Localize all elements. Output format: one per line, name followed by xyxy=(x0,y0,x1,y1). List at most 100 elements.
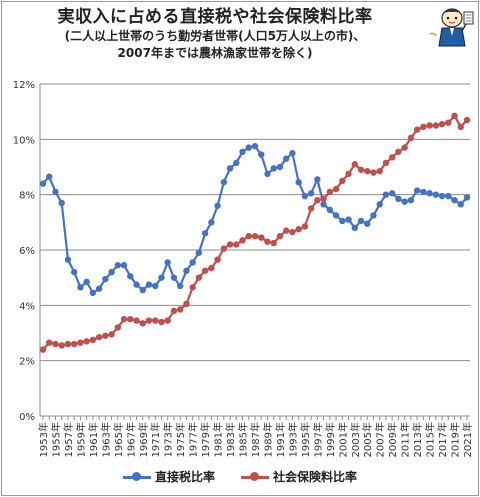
series-1-point xyxy=(370,169,377,176)
series-0-point xyxy=(152,282,159,290)
series-0-point xyxy=(226,165,234,172)
series-0-point xyxy=(239,148,246,155)
series-0-point xyxy=(388,190,396,197)
y-tick-label: 4% xyxy=(19,301,35,312)
series-0-point xyxy=(176,282,184,290)
series-line-0 xyxy=(42,145,468,294)
series-0-point xyxy=(83,278,90,286)
y-tick-label: 12% xyxy=(13,80,35,91)
series-1-point xyxy=(64,340,72,348)
x-tick-label: 1953年 xyxy=(37,422,50,457)
series-1-point xyxy=(258,234,265,241)
series-1-point xyxy=(208,264,215,272)
series-0-point xyxy=(189,259,196,266)
series-0-point xyxy=(351,224,358,232)
series-0-point xyxy=(77,284,84,291)
series-1-point xyxy=(332,185,340,193)
series-1-point xyxy=(39,346,47,353)
series-0-point xyxy=(401,198,408,205)
x-tick-label: 1995年 xyxy=(299,422,312,457)
series-1-point xyxy=(133,317,140,324)
x-tick-label: 1977年 xyxy=(187,422,200,457)
legend-label-direct-tax: 直接税比率 xyxy=(154,470,215,484)
series-1-point xyxy=(401,144,408,151)
series-1-point xyxy=(276,232,284,240)
series-1-point xyxy=(264,238,271,245)
series-0-point xyxy=(164,259,171,266)
x-tick-label: 1987年 xyxy=(249,422,262,457)
series-1-point xyxy=(58,342,65,349)
chart-legend: 直接税比率 社会保険料比率 xyxy=(0,468,480,485)
series-1-point xyxy=(77,339,84,346)
series-0-point xyxy=(364,220,371,227)
series-1-point xyxy=(339,177,346,185)
series-1-point xyxy=(120,315,128,323)
x-tick-label: 2009年 xyxy=(386,422,399,457)
series-1-point xyxy=(413,126,421,133)
series-1-point xyxy=(445,119,452,126)
chart-title: 実収入に占める直接税や社会保険料比率 xyxy=(57,7,373,27)
x-tick-label: 1969年 xyxy=(137,422,150,457)
series-0-point xyxy=(46,173,53,180)
series-0-point xyxy=(345,216,352,223)
series-0-point xyxy=(326,206,334,214)
x-tick-label: 1979年 xyxy=(199,422,212,457)
series-0-point xyxy=(245,144,252,151)
series-0-point xyxy=(127,273,134,280)
series-1-point xyxy=(52,340,59,348)
x-tick-label: 1957年 xyxy=(62,422,75,457)
legend-swatch-social-insurance xyxy=(241,471,269,482)
series-1-point xyxy=(326,188,334,196)
x-tick-label: 2005年 xyxy=(361,422,374,457)
series-0-point xyxy=(395,195,402,203)
series-1-point xyxy=(364,167,371,175)
series-0-point xyxy=(282,155,290,162)
series-0-point xyxy=(320,201,327,208)
x-tick-label: 2011年 xyxy=(399,422,412,457)
x-tick-label: 1959年 xyxy=(74,422,87,457)
x-tick-label: 1971年 xyxy=(149,422,162,457)
series-1-point xyxy=(420,123,427,131)
legend-item-direct-tax: 直接税比率 xyxy=(122,468,215,485)
y-tick-label: 0% xyxy=(19,412,35,423)
series-0-point xyxy=(457,201,464,208)
legend-label-social-insurance: 社会保険料比率 xyxy=(273,470,358,484)
series-1-point xyxy=(152,317,159,324)
series-0-point xyxy=(413,187,421,194)
series-1-point xyxy=(314,197,321,204)
series-1-point xyxy=(46,339,53,346)
x-tick-label: 1985年 xyxy=(237,422,250,457)
x-tick-label: 2003年 xyxy=(349,422,362,457)
series-1-point xyxy=(438,120,446,128)
series-0-point xyxy=(58,199,65,207)
series-0-point xyxy=(276,163,284,171)
series-1-point xyxy=(220,245,228,252)
series-1-point xyxy=(457,123,464,131)
series-1-point xyxy=(83,338,90,345)
x-tick-label: 2001年 xyxy=(336,422,349,457)
series-0-point xyxy=(183,267,190,274)
series-0-point xyxy=(307,190,315,197)
series-0-point xyxy=(295,179,302,186)
series-0-point xyxy=(438,192,446,200)
series-1-point xyxy=(251,232,259,240)
x-tick-label: 1997年 xyxy=(311,422,324,457)
series-1-point xyxy=(233,241,240,248)
series-0-point xyxy=(451,197,458,204)
chart-subtitle-line-2: 2007年までは農林漁家世帯を除く) xyxy=(117,46,313,60)
series-line-1 xyxy=(42,114,468,351)
series-0-point xyxy=(233,159,240,167)
series-0-point xyxy=(332,212,340,219)
series-0-point xyxy=(70,268,78,276)
series-0-point xyxy=(445,192,452,200)
y-tick-label: 8% xyxy=(19,191,35,202)
x-tick-label: 1965年 xyxy=(112,422,125,457)
series-1-point xyxy=(407,134,415,142)
series-1-point xyxy=(170,307,178,315)
series-1-point xyxy=(295,226,302,233)
series-1-point xyxy=(289,228,296,236)
series-0-point xyxy=(120,262,128,269)
series-0-point xyxy=(108,268,115,276)
series-1-point xyxy=(282,227,290,234)
